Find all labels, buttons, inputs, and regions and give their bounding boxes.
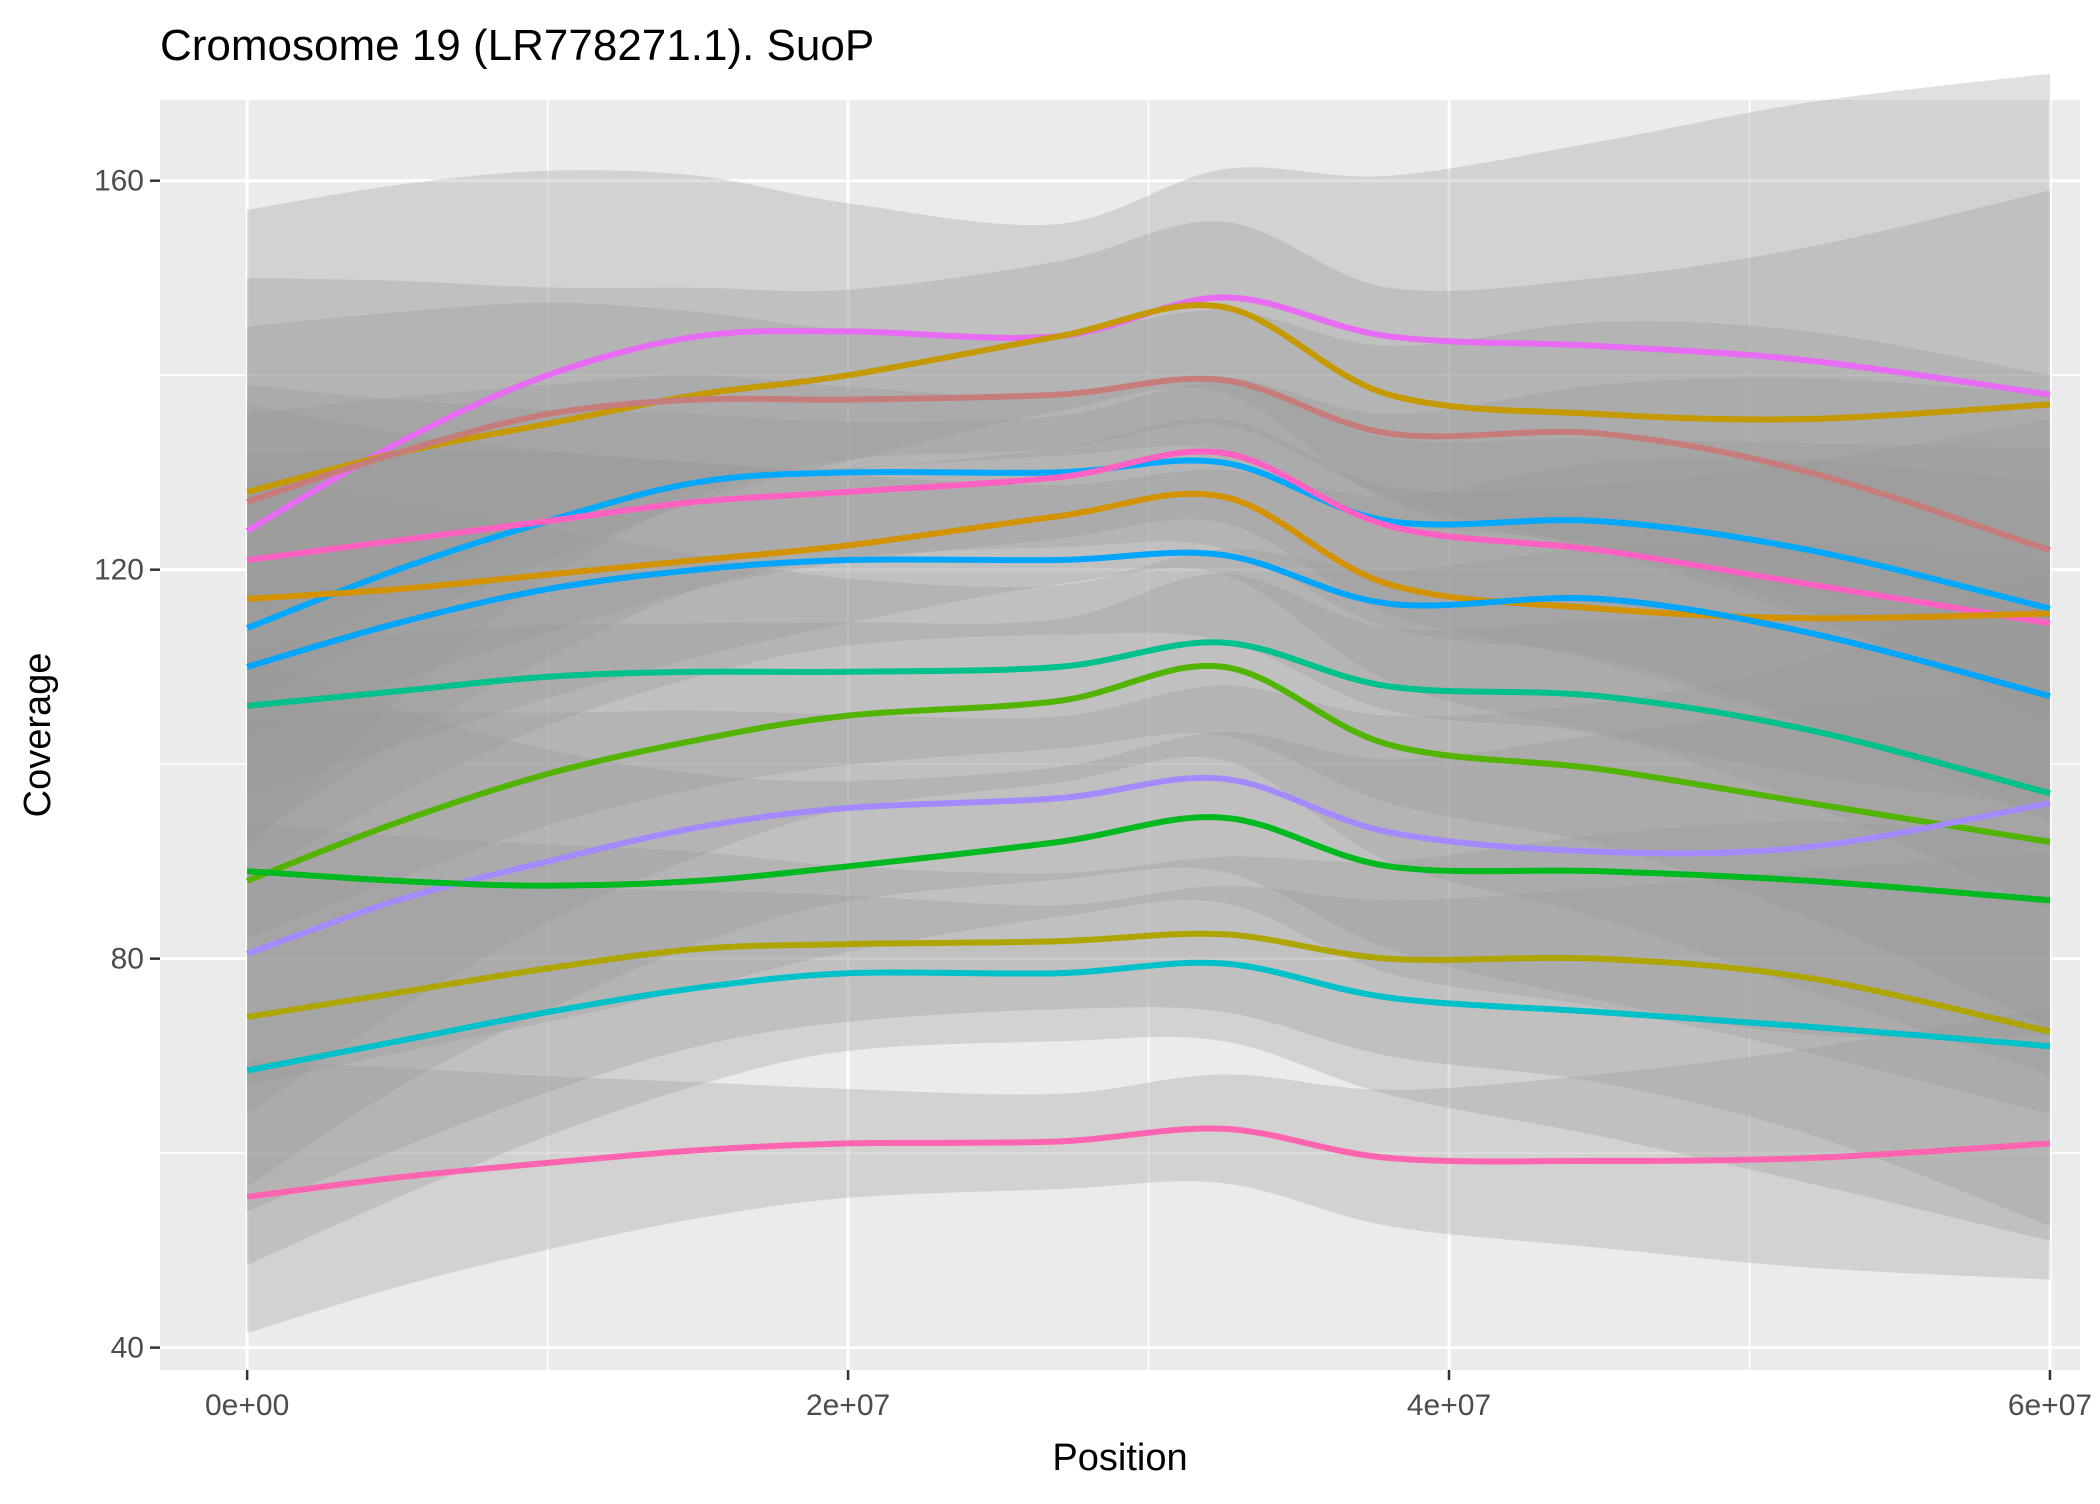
confidence-ribbon xyxy=(247,450,2051,910)
x-tick-label: 0e+00 xyxy=(205,1389,289,1422)
confidence-ribbon xyxy=(247,404,2051,808)
y-tick-label: 80 xyxy=(111,943,144,976)
confidence-ribbon xyxy=(247,73,2051,852)
series-line xyxy=(246,490,2051,622)
y-tick-label: 40 xyxy=(111,1332,144,1365)
series-lines xyxy=(245,294,2051,1200)
y-axis: 40 80 120 160 xyxy=(94,165,160,1365)
confidence-ribbon xyxy=(247,573,2051,1115)
y-tick-label: 160 xyxy=(94,165,144,198)
confidence-ribbon xyxy=(247,851,2051,1265)
confidence-ribbon xyxy=(247,302,2051,726)
major-gridlines xyxy=(160,100,2080,1370)
series-line xyxy=(246,814,2051,904)
confidence-ribbon xyxy=(247,1007,2051,1333)
series-line xyxy=(246,639,2051,797)
series-line xyxy=(246,662,2051,884)
series-line xyxy=(246,448,2051,627)
confidence-ribbon xyxy=(247,190,2051,706)
confidence-ribbon xyxy=(247,569,2051,1188)
chart-title: Cromosome 19 (LR778271.1). SuoP xyxy=(160,21,874,70)
x-axis-label: Position xyxy=(1052,1437,1187,1479)
series-line xyxy=(246,375,2051,554)
series-line xyxy=(246,774,2051,957)
y-axis-label: Coverage xyxy=(17,653,59,818)
x-axis: 0e+00 2e+07 4e+07 6e+07 xyxy=(205,1370,2092,1422)
x-tick-label: 4e+07 xyxy=(1407,1389,1491,1422)
series-line xyxy=(246,302,2051,495)
series-line xyxy=(246,959,2051,1074)
confidence-ribbon xyxy=(247,382,2051,799)
confidence-ribbon xyxy=(247,375,2051,842)
series-line xyxy=(246,549,2051,700)
confidence-ribbons xyxy=(247,73,2051,1333)
confidence-ribbon xyxy=(247,821,2051,1227)
x-tick-label: 2e+07 xyxy=(806,1389,890,1422)
series-line xyxy=(246,1125,2051,1200)
series-line xyxy=(246,930,2051,1035)
x-tick-label: 6e+07 xyxy=(2008,1389,2092,1422)
y-tick-label: 120 xyxy=(94,554,144,587)
